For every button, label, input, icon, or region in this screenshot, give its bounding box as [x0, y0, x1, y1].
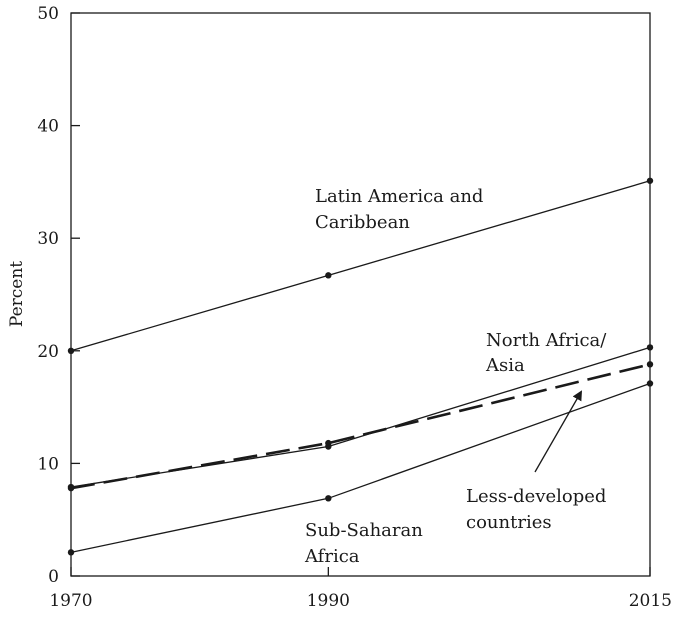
data-point-nafa — [646, 344, 654, 351]
annotation-less-developed-line2: countries — [466, 512, 552, 533]
series-line-ldc — [70, 363, 651, 490]
annotation-latin-america-line2: Caribbean — [315, 212, 410, 233]
annotation-sub-saharan-africa: Sub-Saharan Africa — [304, 520, 429, 567]
y-tick-label: 50 — [37, 4, 59, 24]
data-point-lac — [67, 347, 75, 354]
annotation-sub-saharan-africa-line1: Sub-Saharan — [305, 520, 423, 541]
x-tick-label: 2015 — [629, 591, 672, 611]
y-tick-label: 10 — [37, 454, 59, 474]
annotation-less-developed-line1: Less-developed — [466, 486, 606, 507]
y-tick-label: 20 — [37, 342, 59, 362]
y-tick-label: 40 — [37, 117, 59, 137]
y-tick-label: 30 — [37, 229, 59, 249]
data-point-ldc — [325, 439, 332, 447]
annotation-north-africa-asia-line2: Asia — [485, 355, 525, 376]
x-axis-ticks: 1970 1990 2015 — [49, 567, 672, 611]
annotation-north-africa-asia: North Africa/ Asia — [485, 330, 612, 376]
annotation-north-africa-asia-line1: North Africa/ — [486, 330, 607, 351]
data-point-ssa — [646, 380, 654, 387]
annotation-latin-america-line1: Latin America and — [315, 186, 483, 207]
data-point-ldc — [646, 361, 654, 368]
x-tick-label: 1970 — [49, 591, 92, 611]
data-point-ssa — [67, 549, 75, 556]
plot-area-frame — [70, 12, 651, 577]
x-tick-label: 1990 — [307, 591, 350, 611]
series-line-nafa — [70, 346, 651, 488]
series-points — [67, 177, 654, 556]
data-point-ssa — [325, 495, 332, 502]
data-point-ldc — [67, 484, 75, 492]
y-axis-ticks: 0 10 20 30 40 50 — [37, 4, 80, 587]
annotation-latin-america: Latin America and Caribbean — [315, 186, 489, 233]
annotation-sub-saharan-africa-line2: Africa — [304, 546, 360, 567]
y-axis-title: Percent — [7, 261, 27, 327]
annotation-arrow — [534, 390, 582, 473]
annotation-less-developed: Less-developed countries — [466, 486, 612, 533]
y-tick-label: 0 — [48, 567, 59, 587]
data-point-lac — [325, 272, 332, 279]
data-point-lac — [646, 177, 654, 184]
